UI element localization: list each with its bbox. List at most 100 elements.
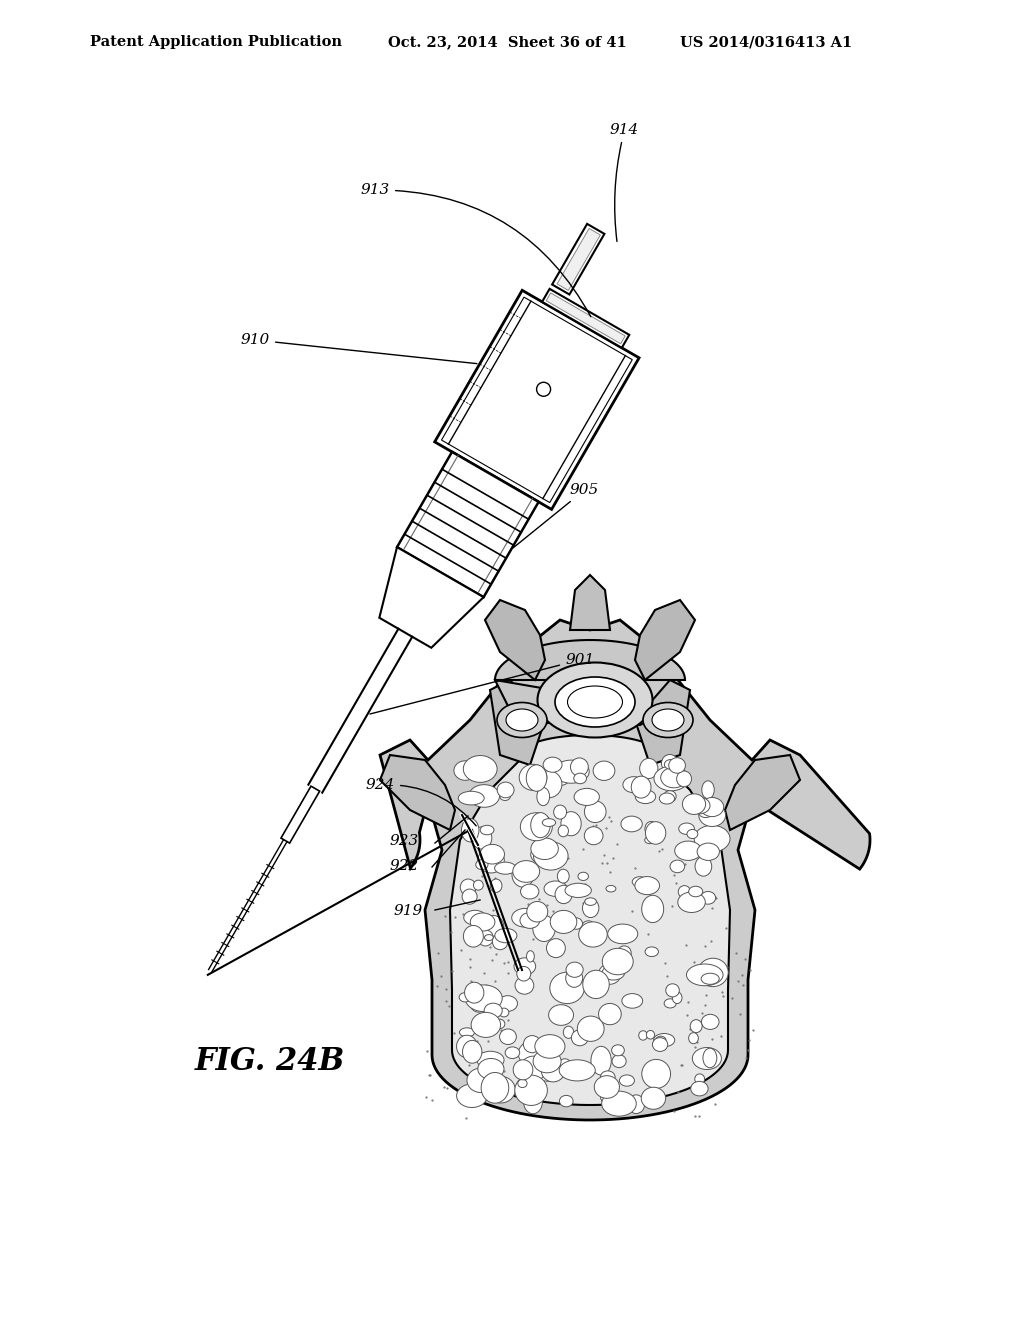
Ellipse shape (570, 917, 583, 929)
Ellipse shape (550, 911, 577, 933)
Circle shape (537, 383, 551, 396)
Ellipse shape (602, 1092, 636, 1117)
Ellipse shape (517, 966, 530, 981)
Ellipse shape (526, 764, 547, 791)
Ellipse shape (697, 958, 728, 986)
Text: 901: 901 (370, 653, 594, 714)
Ellipse shape (698, 803, 707, 810)
Ellipse shape (462, 890, 477, 904)
Ellipse shape (669, 758, 685, 774)
Ellipse shape (485, 1076, 515, 1104)
Ellipse shape (571, 1030, 588, 1045)
Ellipse shape (505, 1047, 520, 1059)
Ellipse shape (454, 760, 477, 780)
Polygon shape (281, 787, 319, 843)
Ellipse shape (689, 797, 710, 814)
Ellipse shape (459, 791, 484, 805)
Ellipse shape (678, 892, 706, 912)
Text: 922: 922 (390, 859, 419, 873)
Ellipse shape (497, 702, 547, 738)
Ellipse shape (701, 781, 715, 799)
Ellipse shape (702, 1048, 717, 1068)
Polygon shape (435, 290, 639, 510)
Polygon shape (380, 755, 455, 830)
Ellipse shape (474, 1071, 481, 1078)
Ellipse shape (682, 793, 706, 814)
Polygon shape (450, 735, 730, 1105)
Ellipse shape (585, 898, 596, 906)
Ellipse shape (471, 1012, 501, 1038)
Ellipse shape (544, 880, 567, 896)
Ellipse shape (664, 791, 676, 803)
Ellipse shape (653, 1034, 675, 1047)
Ellipse shape (583, 899, 599, 917)
Ellipse shape (654, 766, 689, 791)
Ellipse shape (468, 985, 488, 1012)
Ellipse shape (698, 804, 726, 826)
Ellipse shape (515, 1074, 548, 1105)
Ellipse shape (617, 946, 631, 960)
Ellipse shape (463, 1040, 482, 1063)
Ellipse shape (688, 886, 702, 896)
Ellipse shape (645, 821, 657, 836)
Ellipse shape (670, 861, 685, 873)
Ellipse shape (512, 862, 534, 887)
Ellipse shape (655, 1036, 666, 1044)
Ellipse shape (688, 1032, 698, 1044)
Ellipse shape (646, 1031, 654, 1039)
Ellipse shape (500, 792, 510, 800)
Ellipse shape (566, 962, 584, 977)
Ellipse shape (635, 789, 655, 804)
Ellipse shape (512, 908, 539, 927)
Ellipse shape (477, 929, 494, 946)
Ellipse shape (557, 870, 569, 883)
Ellipse shape (563, 1026, 573, 1039)
Ellipse shape (686, 964, 723, 986)
Ellipse shape (457, 1035, 477, 1057)
Ellipse shape (520, 1056, 546, 1081)
Ellipse shape (538, 663, 652, 738)
Ellipse shape (659, 793, 675, 804)
Ellipse shape (612, 1055, 626, 1068)
Ellipse shape (545, 768, 570, 785)
Ellipse shape (498, 995, 517, 1011)
Ellipse shape (542, 1059, 565, 1082)
Ellipse shape (662, 755, 678, 772)
Ellipse shape (579, 921, 607, 946)
Ellipse shape (690, 1019, 702, 1032)
Ellipse shape (495, 862, 516, 874)
Ellipse shape (480, 825, 494, 834)
Ellipse shape (645, 837, 654, 843)
Ellipse shape (559, 1059, 570, 1068)
Ellipse shape (559, 1096, 573, 1107)
Ellipse shape (499, 1008, 509, 1016)
Ellipse shape (639, 1031, 647, 1040)
Ellipse shape (559, 1060, 595, 1081)
Ellipse shape (460, 1028, 475, 1036)
Ellipse shape (534, 1049, 561, 1073)
Ellipse shape (677, 771, 691, 787)
Ellipse shape (578, 1016, 604, 1041)
Ellipse shape (520, 813, 552, 841)
Polygon shape (485, 601, 545, 680)
Ellipse shape (518, 1040, 552, 1067)
Ellipse shape (482, 915, 504, 939)
Ellipse shape (641, 1088, 666, 1109)
Text: 914: 914 (610, 123, 639, 242)
Polygon shape (441, 297, 632, 503)
Ellipse shape (599, 1003, 622, 1024)
Ellipse shape (673, 991, 682, 1003)
Ellipse shape (465, 982, 484, 1003)
Ellipse shape (665, 999, 676, 1008)
Text: US 2014/0316413 A1: US 2014/0316413 A1 (680, 36, 852, 49)
Ellipse shape (694, 825, 730, 853)
Ellipse shape (701, 973, 719, 985)
Ellipse shape (513, 1060, 532, 1080)
Ellipse shape (675, 841, 701, 861)
Polygon shape (490, 680, 545, 766)
Ellipse shape (490, 879, 502, 892)
Ellipse shape (691, 1081, 709, 1096)
Ellipse shape (567, 686, 623, 718)
Ellipse shape (578, 873, 589, 880)
Polygon shape (635, 680, 690, 766)
